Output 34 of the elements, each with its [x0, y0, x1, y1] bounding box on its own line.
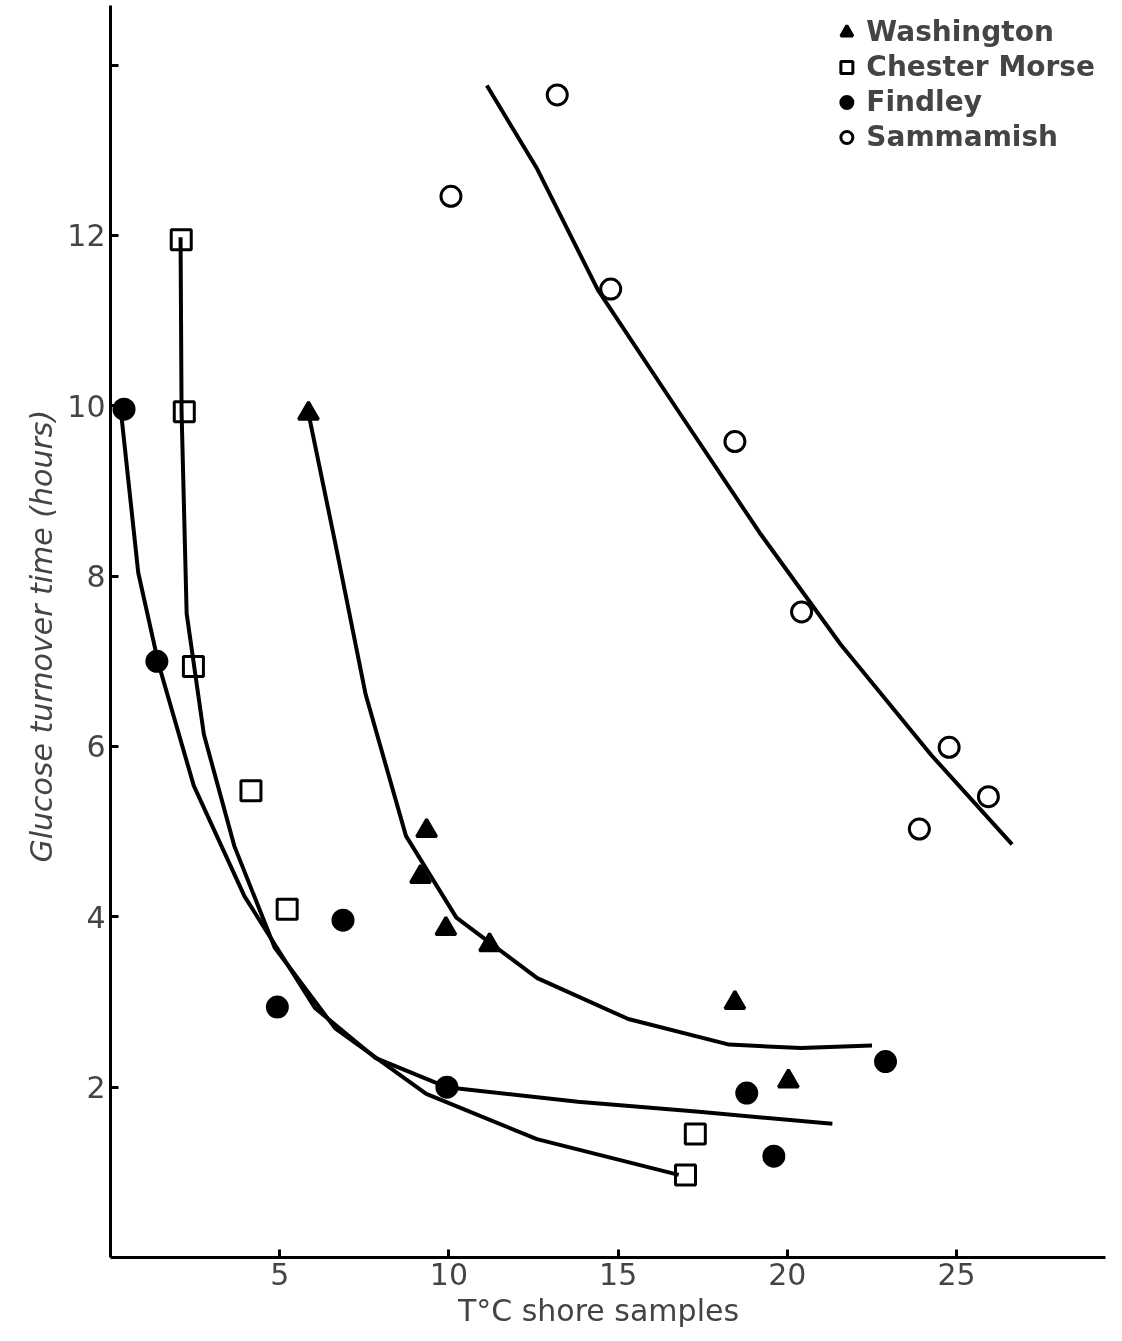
x-tick-label: 25	[937, 1256, 976, 1292]
y-tick-label: 12	[67, 218, 106, 254]
x-tick-label: 15	[599, 1256, 638, 1292]
point	[683, 1122, 707, 1146]
point	[545, 83, 569, 107]
x-tick-label: 5	[270, 1256, 290, 1292]
point	[735, 1081, 759, 1105]
legend-label: Washington	[866, 15, 1054, 48]
y-axis-title: Glucose turnover time (hours)	[24, 409, 60, 863]
point	[762, 1144, 786, 1168]
legend-label: Findley	[866, 85, 982, 118]
y-tick-label: 6	[86, 729, 106, 765]
point	[265, 995, 289, 1019]
point	[937, 735, 961, 759]
point	[599, 277, 623, 301]
legend-label: Chester Morse	[866, 50, 1095, 83]
point	[723, 430, 747, 454]
x-axis-title: T°C shore samples	[456, 1292, 740, 1328]
point	[790, 600, 814, 624]
point	[907, 817, 931, 841]
y-tick-label: 8	[86, 559, 106, 595]
y-tick-label: 10	[67, 388, 106, 424]
point	[331, 908, 355, 932]
y-tick-label: 4	[86, 899, 106, 935]
point	[439, 184, 463, 208]
point	[674, 1163, 697, 1187]
x-tick-label: 20	[768, 1256, 807, 1292]
y-tick-label: 2	[86, 1070, 106, 1106]
x-tick-label: 10	[429, 1256, 469, 1292]
point	[239, 779, 263, 803]
legend-label: Sammamish	[866, 120, 1059, 153]
point	[976, 785, 1000, 809]
point	[275, 897, 299, 921]
point	[874, 1050, 898, 1074]
